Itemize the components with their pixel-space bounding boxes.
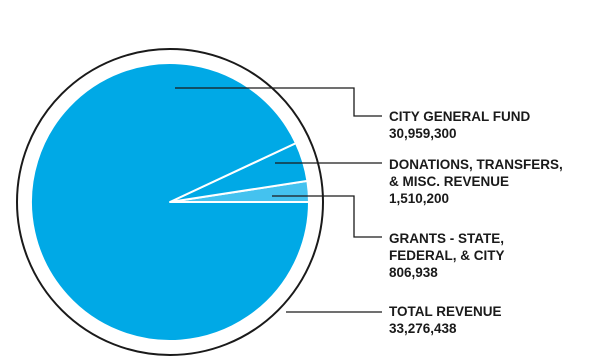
label-name-general-fund: CITY GENERAL FUND [389,109,531,124]
slice-labels: CITY GENERAL FUND 30,959,300 DONATIONS, TR… [389,109,563,336]
label-name-grants: GRANTS - STATE, [389,231,504,246]
leader-line-grants [272,195,382,238]
label-name-donations: & MISC. REVENUE [389,174,509,189]
label-value-grants: 806,938 [389,265,438,280]
leader-lines [175,87,382,313]
label-value-donations: 1,510,200 [389,191,449,206]
pie-slices [30,62,310,342]
label-name-total: TOTAL REVENUE [389,304,502,319]
label-value-total: 33,276,438 [389,321,457,336]
leader-line-general-fund [175,87,382,117]
pie-slice-0 [30,62,310,342]
label-value-general-fund: 30,959,300 [389,126,457,141]
label-name-grants: FEDERAL, & CITY [389,248,505,263]
label-name-donations: DONATIONS, TRANSFERS, [389,157,563,172]
